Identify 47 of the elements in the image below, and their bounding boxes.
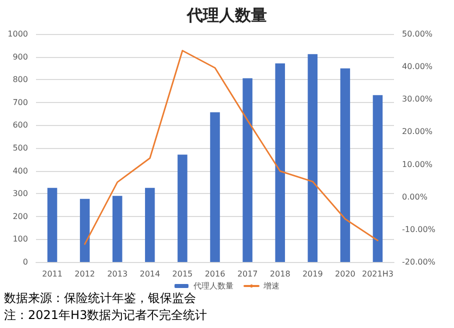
x-tick-label: 2019: [302, 270, 323, 278]
x-tick-label: 2021H3: [362, 270, 394, 278]
bar: [275, 63, 285, 262]
bar: [112, 196, 122, 262]
source-note: 数据来源：保险统计年鉴，银保监会: [4, 291, 196, 305]
x-tick-label: 2020: [335, 270, 356, 278]
y2-tick-label: 40.00%: [402, 62, 433, 72]
y2-tick-label: 20.00%: [402, 127, 433, 136]
y2-tick-label: 50.00%: [402, 30, 433, 38]
bar: [47, 188, 58, 262]
bar: [242, 78, 252, 262]
y-tick-label: 1000: [8, 30, 28, 38]
bar: [372, 95, 383, 262]
y-tick-label: 600: [12, 120, 28, 130]
y2-tick-label: -20.00%: [402, 258, 436, 266]
y-tick-label: 500: [12, 144, 28, 152]
y-tick-label: 200: [12, 212, 28, 221]
y-tick-label: 700: [12, 98, 28, 107]
legend-label: 增速: [262, 282, 280, 290]
x-tick-label: 2018: [270, 270, 290, 278]
x-tick-label: 2014: [140, 270, 160, 278]
chart-title: 代理人数量: [186, 6, 267, 24]
y-tick-label: 400: [12, 166, 28, 176]
bar: [308, 54, 318, 262]
y-tick-label: 300: [12, 189, 28, 198]
bar: [145, 188, 155, 262]
y2-tick-label: 0.00%: [402, 192, 428, 202]
y-tick-label: 0: [22, 258, 28, 266]
y-tick-label: 900: [12, 52, 28, 62]
y2-tick-label: -10.00%: [402, 224, 436, 234]
y-tick-label: 800: [12, 75, 28, 84]
x-tick-label: 2011: [42, 270, 62, 278]
bar: [340, 68, 350, 262]
y2-tick-label: 10.00%: [402, 160, 433, 169]
y-tick-label: 100: [12, 234, 28, 244]
y2-tick-label: 30.00%: [402, 94, 433, 104]
legend-label: 代理人数量: [192, 282, 234, 290]
x-tick-label: 2013: [107, 270, 128, 278]
bar: [80, 198, 90, 262]
text: 注：2021年H3数据为记者不完全统计: [4, 308, 208, 322]
x-tick-label: 2017: [237, 270, 258, 278]
bar: [210, 112, 220, 262]
x-tick-label: 2016: [204, 270, 226, 278]
x-tick-label: 2015: [172, 270, 193, 278]
x-tick-label: 2012: [74, 270, 95, 278]
line-series: [84, 50, 378, 245]
bar: [178, 154, 188, 262]
